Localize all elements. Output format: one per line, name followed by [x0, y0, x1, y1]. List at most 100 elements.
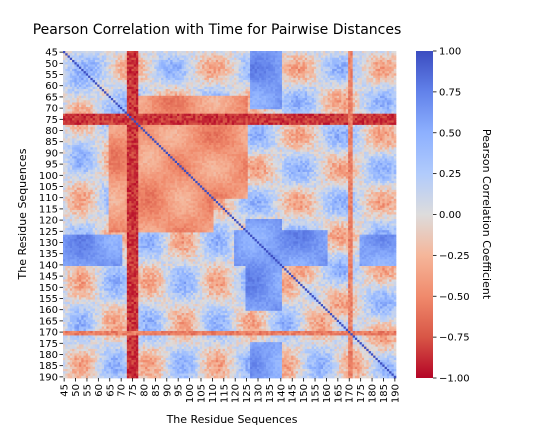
heatmap-cell [193, 51, 196, 54]
heatmap-cell [307, 51, 310, 54]
heatmap-cell [147, 100, 150, 103]
heatmap-cell [214, 80, 217, 83]
heatmap-cell [355, 107, 358, 110]
heatmap-cell [65, 69, 68, 72]
heatmap-cell [184, 69, 187, 72]
heatmap-cell [104, 98, 107, 101]
heatmap-cell [220, 76, 223, 79]
heatmap-cell [360, 94, 363, 97]
heatmap-cell [257, 69, 260, 72]
heatmap-cell [357, 87, 360, 90]
heatmap-cell [90, 111, 93, 114]
heatmap-cell [380, 69, 383, 72]
heatmap-cell [298, 116, 301, 119]
heatmap-cell [143, 55, 146, 58]
heatmap-cell [332, 96, 335, 99]
heatmap-cell [300, 69, 303, 72]
heatmap-cell [152, 73, 155, 76]
heatmap-cell [339, 62, 342, 65]
heatmap-cell [248, 94, 251, 97]
heatmap-cell [364, 125, 367, 128]
heatmap-cell [115, 89, 118, 92]
heatmap-cell [127, 69, 130, 72]
heatmap-cell [362, 71, 365, 74]
heatmap-cell [227, 123, 230, 126]
heatmap-cell [318, 107, 321, 110]
heatmap-cell [275, 62, 278, 65]
heatmap-cell [318, 123, 321, 126]
heatmap-cell [318, 69, 321, 72]
heatmap-cell [122, 87, 125, 90]
heatmap-cell [280, 109, 283, 112]
heatmap-cell [366, 64, 369, 67]
heatmap-cell [245, 118, 248, 121]
heatmap-cell [159, 80, 162, 83]
heatmap-cell [273, 114, 276, 117]
heatmap-cell [95, 98, 98, 101]
heatmap-cell [161, 100, 164, 103]
heatmap-cell [389, 120, 392, 123]
heatmap-cell [232, 78, 235, 81]
heatmap-cell [157, 64, 160, 67]
heatmap-cell [357, 82, 360, 85]
heatmap-cell [380, 94, 383, 97]
heatmap-cell [350, 76, 353, 79]
heatmap-cell [175, 94, 178, 97]
heatmap-cell [97, 91, 100, 94]
heatmap-cell [355, 111, 358, 114]
heatmap-cell [138, 73, 141, 76]
heatmap-cell [375, 89, 378, 92]
heatmap-cell [143, 120, 146, 123]
heatmap-cell [143, 89, 146, 92]
heatmap-cell [344, 118, 347, 121]
heatmap-cell [302, 60, 305, 63]
heatmap-cell [129, 51, 132, 54]
heatmap-cell [120, 111, 123, 114]
heatmap-cell [275, 89, 278, 92]
heatmap-cell [170, 64, 173, 67]
heatmap-cell [184, 82, 187, 85]
heatmap-cell [182, 58, 185, 61]
heatmap-cell [227, 114, 230, 117]
heatmap-cell [218, 91, 221, 94]
heatmap-cell [371, 89, 374, 92]
heatmap-cell [280, 51, 283, 54]
heatmap-cell [90, 89, 93, 92]
heatmap-cell [282, 123, 285, 126]
heatmap-cell [275, 51, 278, 54]
heatmap-cell [387, 91, 390, 94]
heatmap-cell [188, 100, 191, 103]
heatmap-cell [378, 58, 381, 61]
heatmap-cell [230, 67, 233, 70]
heatmap-cell [389, 76, 392, 79]
heatmap-cell [273, 118, 276, 121]
heatmap-cell [227, 55, 230, 58]
heatmap-cell [305, 96, 308, 99]
heatmap-cell [277, 123, 280, 126]
heatmap-cell [230, 118, 233, 121]
heatmap-cell [77, 51, 80, 54]
heatmap-cell [84, 107, 87, 110]
heatmap-cell [296, 118, 299, 121]
heatmap-cell [216, 51, 219, 54]
heatmap-cell [90, 67, 93, 70]
heatmap-cell [328, 53, 331, 56]
heatmap-cell [280, 125, 283, 128]
heatmap-cell [268, 80, 271, 83]
heatmap-cell [296, 89, 299, 92]
heatmap-cell [218, 67, 221, 70]
heatmap-cell [234, 103, 237, 106]
heatmap-cell [307, 67, 310, 70]
heatmap-cell [277, 91, 280, 94]
heatmap-cell [143, 78, 146, 81]
heatmap-cell [337, 67, 340, 70]
heatmap-cell [202, 62, 205, 65]
heatmap-cell [282, 100, 285, 103]
heatmap-cell [275, 64, 278, 67]
heatmap-cell [97, 64, 100, 67]
heatmap-cell [350, 55, 353, 58]
heatmap-cell [334, 109, 337, 112]
heatmap-cell [330, 94, 333, 97]
heatmap-cell [277, 67, 280, 70]
heatmap-cell [177, 105, 180, 108]
